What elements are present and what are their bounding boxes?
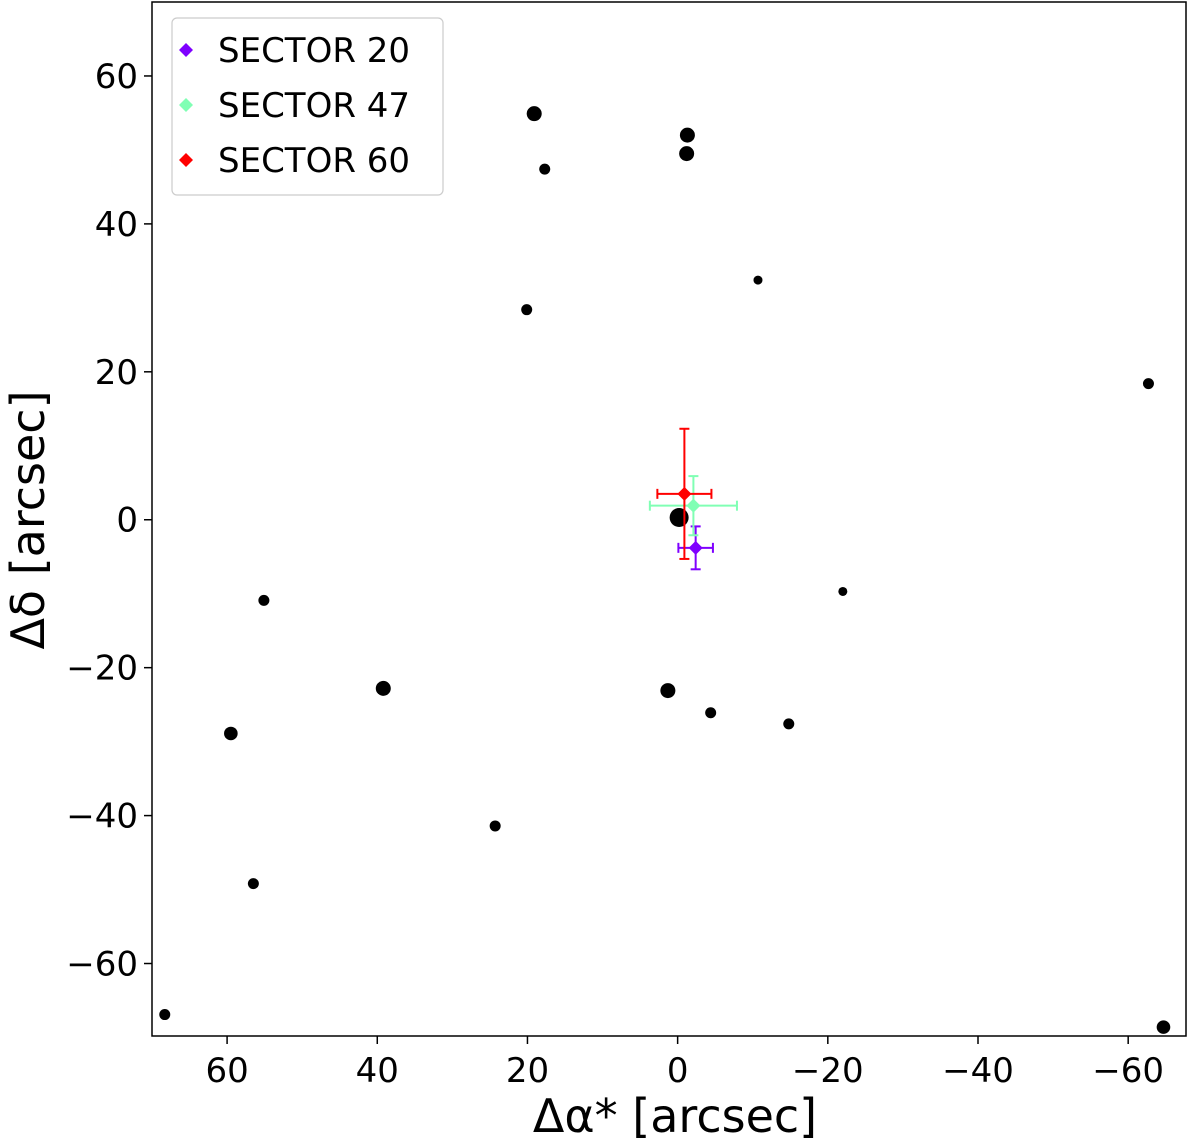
star-point <box>224 726 238 741</box>
star-point <box>705 707 717 719</box>
legend-label: SECTOR 47 <box>218 86 410 126</box>
legend-box <box>171 17 444 196</box>
star-point <box>669 508 689 528</box>
star-point <box>1142 378 1154 390</box>
y-tick-label: 40 <box>95 205 138 245</box>
sector-60-point <box>656 427 713 560</box>
diamond-marker <box>677 486 692 501</box>
x-axis-label: Δα* [arcsec] <box>533 1089 817 1143</box>
y-tick-label: 20 <box>95 353 138 393</box>
star-point <box>1156 1020 1171 1034</box>
star-point <box>679 127 695 143</box>
x-tick-label: −40 <box>942 1051 1014 1091</box>
star-point <box>159 1009 171 1021</box>
y-tick-label: −60 <box>66 945 138 985</box>
y-tick-label: 0 <box>116 501 138 541</box>
diamond-marker <box>688 540 703 555</box>
diamond-marker <box>686 498 701 513</box>
x-tick-label: 60 <box>205 1051 248 1091</box>
legend-marker <box>179 98 193 112</box>
legend-label: SECTOR 60 <box>218 141 410 181</box>
y-tick-label: −20 <box>66 649 138 689</box>
sector-47-point <box>648 475 738 537</box>
y-axis-label: Δδ [arcsec] <box>1 390 55 649</box>
star-point <box>375 680 391 696</box>
star-point <box>247 878 259 890</box>
y-tick-label: −40 <box>66 797 138 837</box>
star-point <box>838 586 848 596</box>
star-point <box>521 304 533 316</box>
y-tick-label: 60 <box>95 57 138 97</box>
legend-marker <box>179 43 193 57</box>
legend-label: SECTOR 20 <box>218 31 410 71</box>
star-point <box>258 594 270 606</box>
legend-marker <box>179 153 193 167</box>
legend: SECTOR 20 SECTOR 47 SECTOR 60 <box>171 17 444 196</box>
star-point <box>489 820 501 832</box>
star-point <box>679 146 695 162</box>
x-tick-label: −20 <box>792 1051 864 1091</box>
x-tick-label: −60 <box>1092 1051 1164 1091</box>
star-point <box>783 718 795 730</box>
x-tick-label: 0 <box>667 1051 689 1091</box>
star-point <box>660 683 676 699</box>
x-tick-label: 40 <box>356 1051 399 1091</box>
x-tick-label: 20 <box>506 1051 549 1091</box>
star-point <box>753 275 763 285</box>
star-point <box>526 106 542 122</box>
star-point <box>539 163 551 175</box>
